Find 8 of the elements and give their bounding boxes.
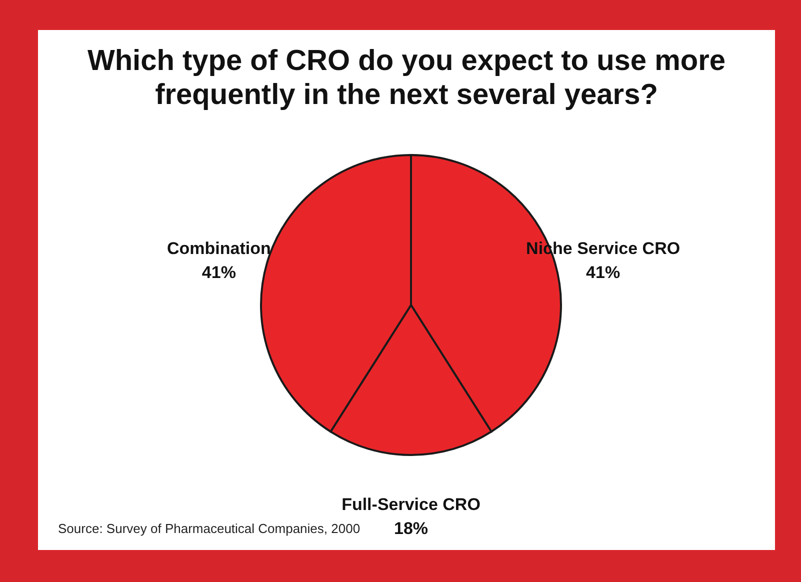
- chart-title: Which type of CRO do you expect to use more frequently in the next several years?: [86, 44, 727, 112]
- data-label: 41%: [202, 263, 236, 282]
- data-label: 18%: [394, 519, 428, 538]
- slice-label: Niche Service CRO: [526, 239, 680, 258]
- slice-label: Full-Service CRO: [342, 495, 480, 514]
- source-note: Source: Survey of Pharmaceutical Companies, 2000: [58, 521, 360, 536]
- data-label: 41%: [586, 263, 620, 282]
- slice-label: Combination: [166, 239, 271, 258]
